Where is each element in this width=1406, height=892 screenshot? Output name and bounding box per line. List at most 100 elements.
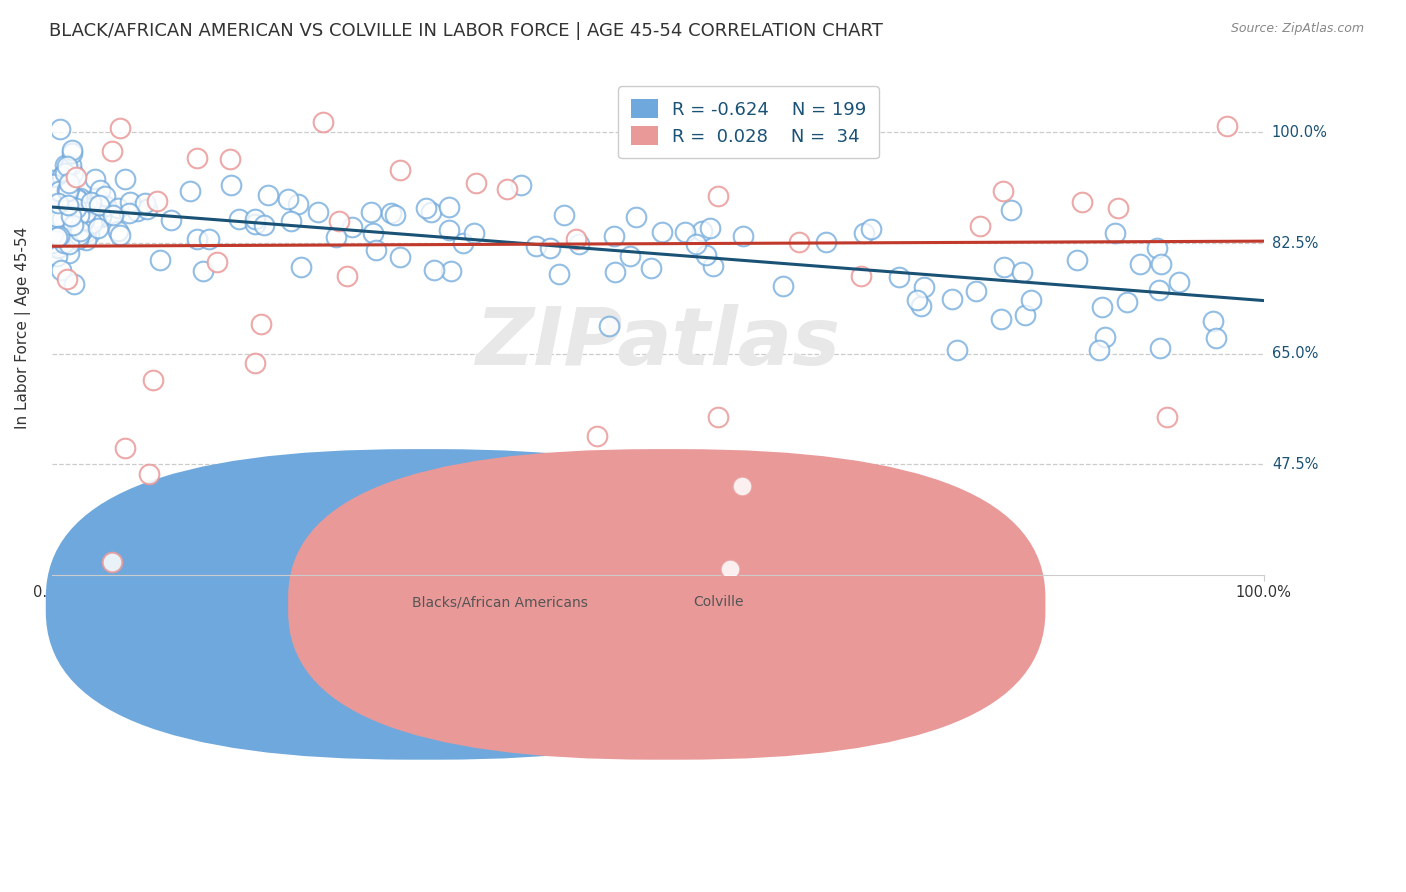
Point	[58, 201, 80, 215]
Point	[598, 318, 620, 333]
Point	[114, 172, 136, 186]
Point	[685, 236, 707, 251]
Point	[86, 210, 108, 224]
Point	[66, 193, 89, 207]
Point	[75, 225, 97, 239]
Point	[44, 179, 66, 194]
Point	[228, 212, 250, 227]
Point	[991, 184, 1014, 198]
Point	[602, 229, 624, 244]
Point	[69, 224, 91, 238]
Point	[198, 232, 221, 246]
Point	[993, 260, 1015, 275]
Point	[690, 224, 713, 238]
Point	[1014, 308, 1036, 322]
Point	[731, 479, 754, 493]
Point	[108, 121, 131, 136]
Point	[361, 226, 384, 240]
Point	[568, 237, 591, 252]
Point	[60, 216, 83, 230]
Point	[312, 115, 335, 129]
Point	[205, 254, 228, 268]
Point	[120, 194, 142, 209]
Point	[733, 229, 755, 244]
FancyBboxPatch shape	[288, 450, 1046, 760]
Point	[73, 213, 96, 227]
Point	[65, 201, 87, 215]
Point	[186, 151, 208, 165]
Point	[60, 158, 83, 172]
Point	[548, 268, 571, 282]
Point	[41, 173, 63, 187]
Point	[1147, 283, 1170, 297]
Point	[87, 220, 110, 235]
Point	[1201, 314, 1223, 328]
Point	[253, 218, 276, 232]
Point	[55, 211, 77, 225]
Point	[58, 246, 80, 260]
Point	[55, 272, 77, 286]
Point	[624, 210, 647, 224]
Point	[179, 184, 201, 198]
Text: ZIPatlas: ZIPatlas	[475, 304, 841, 382]
Point	[41, 204, 63, 219]
Point	[58, 181, 80, 195]
Point	[553, 209, 575, 223]
Point	[1146, 241, 1168, 255]
Point	[52, 188, 75, 202]
Point	[695, 248, 717, 262]
Y-axis label: In Labor Force | Age 45-54: In Labor Force | Age 45-54	[15, 227, 31, 429]
Point	[49, 215, 72, 229]
Point	[1104, 227, 1126, 241]
Point	[437, 223, 460, 237]
Point	[603, 265, 626, 279]
Point	[191, 264, 214, 278]
Point	[58, 176, 80, 190]
Point	[89, 183, 111, 197]
Point	[651, 225, 673, 239]
Point	[859, 221, 882, 235]
Point	[58, 184, 80, 198]
Point	[772, 278, 794, 293]
Point	[75, 205, 97, 219]
Point	[366, 243, 388, 257]
Point	[53, 235, 76, 250]
Point	[55, 160, 77, 174]
Text: Source: ZipAtlas.com: Source: ZipAtlas.com	[1230, 22, 1364, 36]
Point	[49, 263, 72, 277]
Point	[48, 185, 70, 199]
Point	[58, 236, 80, 251]
Point	[415, 202, 437, 216]
Point	[707, 188, 730, 202]
Point	[60, 145, 83, 160]
Point	[49, 122, 72, 136]
Point	[134, 196, 156, 211]
Point	[46, 239, 69, 253]
Point	[1000, 203, 1022, 218]
Text: 100.0%: 100.0%	[1272, 125, 1327, 140]
Point	[49, 200, 72, 214]
Point	[82, 200, 104, 214]
Point	[307, 204, 329, 219]
Point	[52, 177, 75, 191]
Point	[46, 241, 69, 255]
Point	[60, 144, 83, 158]
Point	[287, 197, 309, 211]
Text: 82.5%: 82.5%	[1272, 235, 1319, 251]
Point	[673, 225, 696, 239]
Point	[138, 467, 160, 481]
Point	[67, 209, 90, 223]
Point	[77, 212, 100, 227]
Point	[49, 182, 72, 196]
Point	[42, 196, 65, 211]
Point	[257, 188, 280, 202]
Point	[1149, 341, 1171, 355]
Point	[142, 373, 165, 387]
Point	[42, 227, 65, 241]
Point	[44, 197, 66, 211]
Point	[53, 189, 76, 203]
Point	[1150, 257, 1173, 271]
Point	[46, 189, 69, 203]
Point	[94, 189, 117, 203]
Point	[84, 172, 107, 186]
